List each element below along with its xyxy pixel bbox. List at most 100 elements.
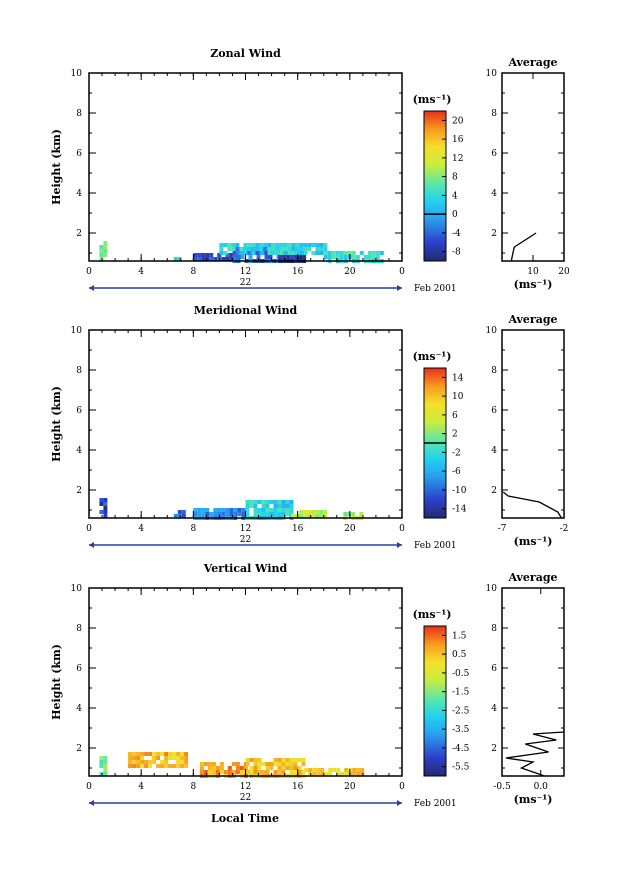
- data-cell: [217, 508, 222, 512]
- average-profile-line: [510, 232, 537, 262]
- data-cell: [343, 251, 348, 255]
- data-cell: [336, 772, 341, 776]
- colorbar-tick-label: 10: [452, 392, 464, 402]
- data-cell: [249, 770, 254, 774]
- data-cell: [236, 247, 241, 251]
- data-cell: [148, 752, 153, 756]
- data-cell: [197, 512, 202, 516]
- data-cell: [351, 255, 356, 259]
- colorbar-tick-label: 0: [452, 210, 458, 220]
- data-cell: [164, 756, 169, 760]
- data-cell: [223, 251, 228, 255]
- data-cell: [225, 257, 230, 261]
- data-cell: [136, 756, 141, 760]
- data-cell: [180, 756, 185, 760]
- x-tick-label: 8: [190, 782, 196, 792]
- data-cell: [231, 243, 236, 247]
- data-cell: [295, 247, 300, 251]
- day-axis-arrow: [89, 800, 94, 806]
- data-cell: [269, 766, 274, 770]
- colorbar-tick-label: 2: [452, 430, 458, 440]
- data-cell: [285, 758, 290, 762]
- avg-y-tick-label: 8: [491, 109, 497, 119]
- data-cell: [239, 251, 244, 255]
- data-cell: [103, 768, 108, 772]
- data-cell: [168, 752, 173, 756]
- data-cell: [303, 514, 308, 518]
- data-cell: [315, 514, 320, 518]
- data-cell: [227, 770, 232, 774]
- x-tick-label: 4: [138, 524, 144, 534]
- data-cell: [245, 504, 250, 508]
- avg-y-tick-label: 4: [491, 189, 497, 199]
- colorbar-tick-label: 0.5: [452, 650, 467, 660]
- data-cell: [299, 243, 304, 247]
- data-cell: [99, 760, 104, 764]
- data-cell: [267, 247, 272, 251]
- data-cell: [311, 510, 316, 514]
- y-axis-label: Height (km): [50, 644, 63, 720]
- data-cell: [359, 512, 364, 516]
- data-cell: [128, 756, 133, 760]
- data-cell: [253, 500, 258, 504]
- data-cell: [281, 758, 286, 762]
- data-cell: [245, 770, 250, 774]
- data-cell: [343, 512, 348, 516]
- data-cell: [237, 512, 242, 516]
- colorbar-tick-label: 14: [452, 373, 464, 383]
- data-cell: [265, 770, 270, 774]
- data-cell: [257, 508, 262, 512]
- data-cell: [219, 243, 224, 247]
- data-cell: [103, 772, 108, 776]
- x-tick-label: 16: [292, 524, 304, 534]
- data-cell: [287, 247, 292, 251]
- colorbar-tick-label: -0.5: [452, 669, 470, 679]
- data-cell: [235, 770, 240, 774]
- data-cell: [360, 768, 365, 772]
- average-title: Average: [507, 313, 557, 326]
- data-cell: [255, 243, 260, 247]
- data-cell: [307, 243, 312, 247]
- data-cell: [193, 257, 198, 261]
- data-cell: [291, 514, 296, 518]
- data-cell: [371, 251, 376, 255]
- data-cell: [229, 253, 234, 257]
- data-cell: [236, 251, 241, 255]
- colorbar-tick-label: -5.5: [452, 763, 470, 773]
- data-cell: [328, 768, 333, 772]
- data-cell: [277, 508, 282, 512]
- data-cell: [298, 255, 303, 259]
- plot-frame: [88, 587, 403, 777]
- data-cell: [132, 756, 137, 760]
- data-cell: [229, 257, 234, 261]
- data-cell: [261, 508, 266, 512]
- data-cell: [347, 512, 352, 516]
- data-cell: [235, 243, 240, 247]
- data-cell: [172, 764, 177, 768]
- data-cell: [201, 512, 206, 516]
- data-cell: [209, 512, 214, 516]
- data-cell: [323, 251, 328, 255]
- data-cell: [253, 508, 258, 512]
- data-cell: [140, 760, 145, 764]
- data-cell: [327, 251, 332, 255]
- data-cell: [261, 762, 266, 766]
- data-cell: [144, 764, 149, 768]
- avg-x-tick-label: -0.5: [493, 782, 511, 792]
- data-cell: [103, 764, 108, 768]
- data-cell: [367, 251, 372, 255]
- colorbar-tick-label: 20: [452, 116, 464, 126]
- data-patch: [99, 756, 108, 776]
- colorbar-tick-label: 12: [452, 154, 463, 164]
- data-cell: [232, 255, 237, 259]
- data-cell: [253, 766, 258, 770]
- data-cell: [205, 508, 210, 512]
- data-cell: [248, 251, 253, 255]
- avg-x-tick-label: 20: [558, 267, 570, 277]
- data-cell: [356, 768, 361, 772]
- panel-title: Meridional Wind: [194, 304, 298, 317]
- data-cell: [360, 772, 365, 776]
- data-cell: [223, 770, 228, 774]
- data-cell: [180, 760, 185, 764]
